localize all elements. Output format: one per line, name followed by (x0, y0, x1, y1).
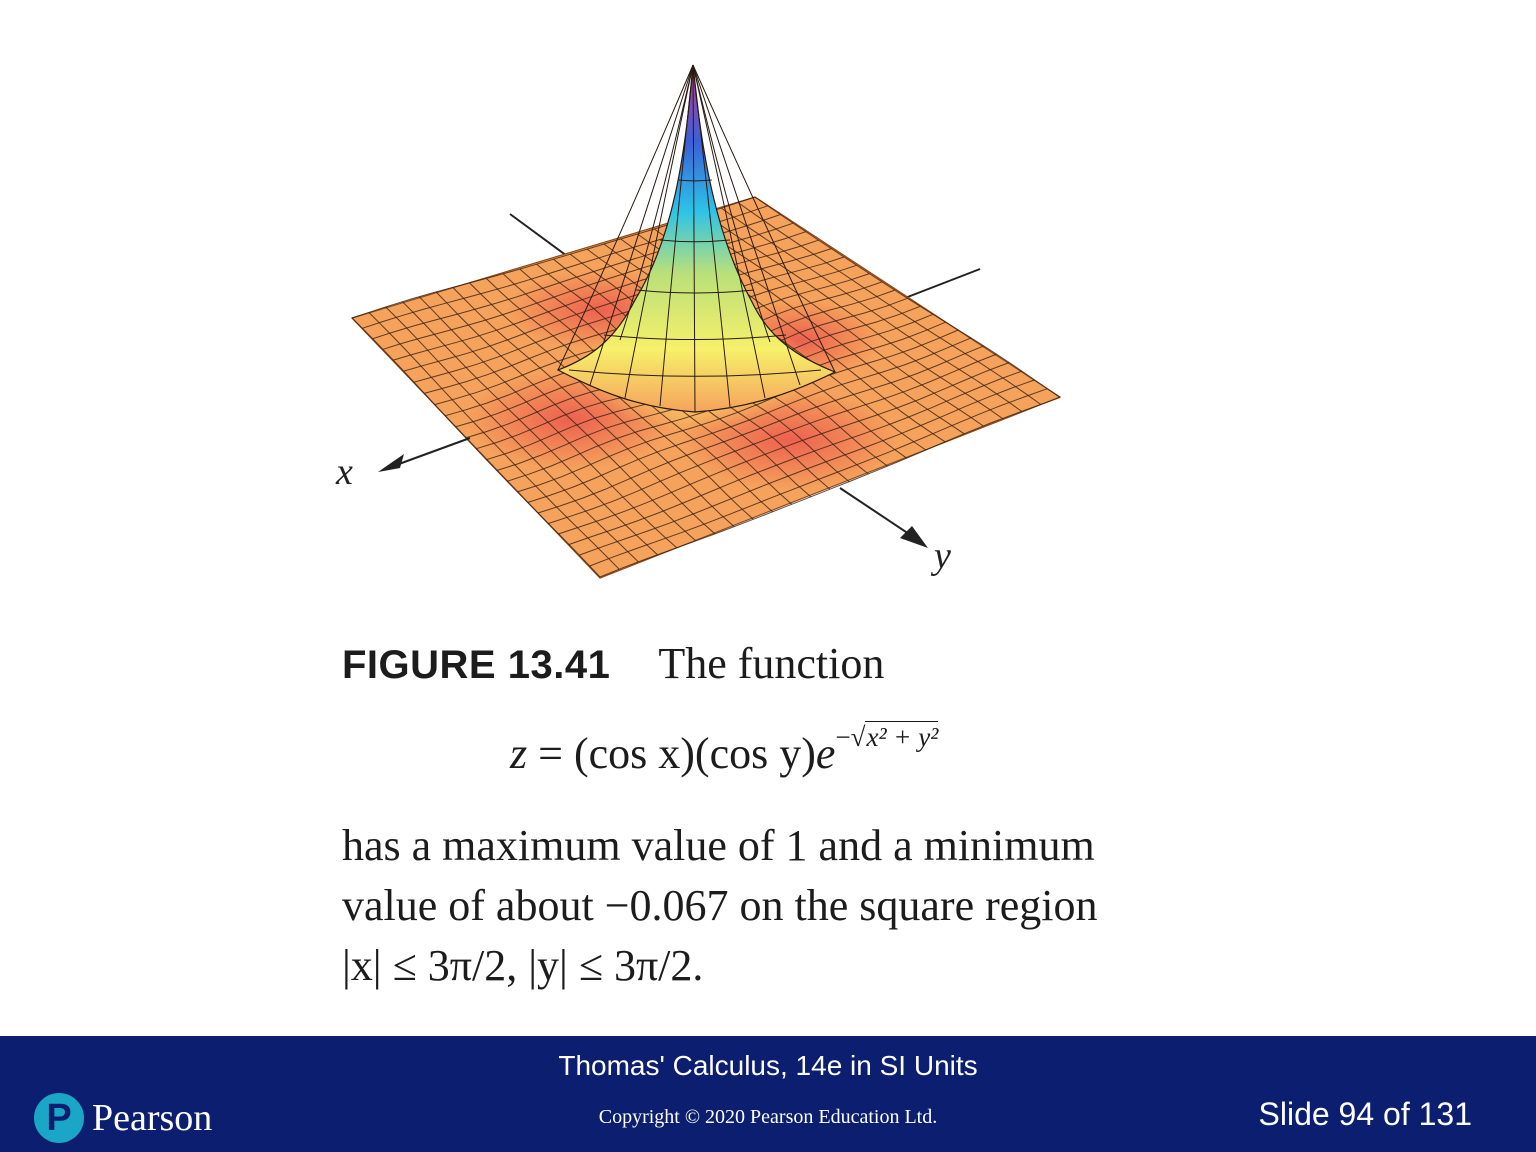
mesh-line (754, 196, 1061, 398)
peak-meshline (692, 64, 836, 373)
y-axis-arrowhead (900, 526, 928, 548)
caption-title: FIGURE 13.41 The function (342, 638, 884, 689)
equation-cosines: (cos x)(cos y) (573, 729, 816, 778)
mesh-line (737, 202, 1042, 405)
caption-line: value of about −0.067 on the square regi… (342, 881, 1098, 930)
surface-plot (350, 64, 1062, 579)
caption-line: has a maximum value of 1 and a minimum (342, 821, 1095, 870)
mesh-line (568, 370, 1023, 545)
peak-meshline (692, 64, 696, 413)
peak-meshline (557, 64, 694, 371)
x-axis-front (387, 437, 471, 469)
peak-ringline (636, 289, 754, 294)
mesh-line (579, 379, 1035, 556)
slide-content: x y FIGURE 13.41 The function z = (cos x)… (300, 40, 1100, 996)
peak-meshline (692, 64, 801, 386)
caption-body: has a maximum value of 1 and a minimum v… (342, 816, 1098, 996)
pearson-logo-text: Pearson (92, 1097, 213, 1139)
x-axis-label: x (336, 451, 353, 493)
radicand: x² + y² (865, 721, 939, 752)
book-title: Thomas' Calculus, 14e in SI Units (558, 1050, 978, 1081)
peak-meshline (692, 64, 766, 399)
peak-ringline (603, 334, 787, 341)
function-equation: z = (cos x)(cos y)e−√x² + y² (510, 721, 939, 779)
peak-ringline (678, 179, 712, 182)
equation-exponent: −√x² + y² (835, 721, 939, 752)
x-axis-arrowhead (378, 454, 404, 472)
pearson-logo-icon: P (34, 1093, 84, 1143)
mesh-line (589, 388, 1048, 567)
surface-peak-meshlines (557, 64, 836, 413)
surface-grid (351, 196, 1061, 578)
surface-plot-figure: x y (300, 40, 1100, 600)
equation-base: e (815, 729, 836, 778)
y-axis-label: y (934, 535, 951, 577)
mesh-line (599, 397, 1061, 578)
copyright-notice: Copyright © 2020 Pearson Education Ltd. (598, 1106, 938, 1128)
pearson-logo: P Pearson (34, 1091, 212, 1145)
peak-meshline (589, 64, 694, 386)
peak-meshline (692, 64, 771, 343)
peak-ringline (659, 239, 731, 243)
peak-meshline (692, 64, 731, 408)
mesh-line (558, 362, 1010, 535)
y-axis-front (839, 487, 919, 541)
slide-number: Slide 94 of 131 (1258, 1096, 1473, 1132)
peak-meshline (624, 64, 694, 399)
exponent-sign: − (835, 722, 851, 752)
peak-ringline (568, 369, 822, 377)
figure-number: FIGURE 13.41 (342, 643, 611, 687)
peak-meshline (659, 64, 694, 407)
y-axis-back (904, 268, 981, 299)
equation-equals: = (538, 729, 563, 778)
caption-line: |x| ≤ 3π/2, |y| ≤ 3π/2. (342, 941, 704, 990)
mesh-line (721, 207, 1022, 412)
footer-bar: Thomas' Calculus, 14e in SI Units P Pear… (0, 1036, 1536, 1152)
caption-lead-text: The function (658, 639, 885, 688)
peak-meshline (619, 64, 694, 341)
radical-sign: √ (850, 722, 866, 752)
equation-lhs: z (510, 729, 528, 778)
